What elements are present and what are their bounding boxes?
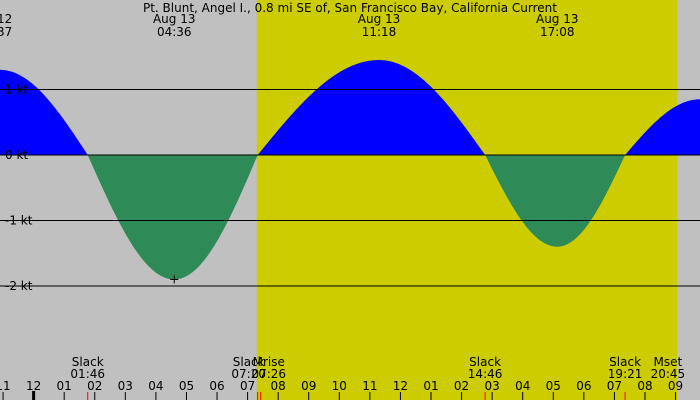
event-labels: Slack01:46Slack07:20Mrise07:26Slack14:46… [70,355,685,381]
event-time-3: 14:46 [468,367,503,381]
hour-tick-label: 05 [546,379,561,393]
hour-tick-label: 06 [576,379,591,393]
y-tick-label: -1 kt [5,214,33,228]
hour-tick-label: 04 [515,379,530,393]
y-tick-labels: 1 kt 0 kt -1 kt -2 kt [5,83,33,294]
hour-tick-label: 11 [0,379,11,393]
event-time-4: 19:21 [608,367,643,381]
extreme-time-2: 17:08 [540,25,575,39]
edge-date-fragment: 12 [0,12,12,26]
hour-axis: 11 12 01 02 03 04 05 06 07 08 09 10 11 12 01 02 03 04 05 06… [0,379,683,400]
chart-title: Pt. Blunt, Angel I., 0.8 mi SE of, San F… [143,1,557,15]
event-name-5: Mset [654,355,683,369]
event-time-1: 07:20 [231,367,266,381]
extreme-time-1: 11:18 [362,25,397,39]
hour-tick-label: 08 [637,379,652,393]
event-time-5: 20:45 [651,367,686,381]
y-tick-label: -2 kt [5,279,33,293]
edge-time-fragment: 37 [0,25,12,39]
event-time-0: 01:46 [70,367,105,381]
daylight-band [256,0,678,400]
extreme-date-1: Aug 13 [358,12,401,26]
event-name-0: Slack [72,355,104,369]
extreme-date-0: Aug 13 [153,12,196,26]
hour-tick-label: 05 [179,379,194,393]
hour-tick-label: 08 [271,379,286,393]
y-tick-label: 1 kt [5,83,28,97]
midnight-tick [32,391,36,400]
ebb-current-area [0,155,700,280]
hour-tick-label: 02 [454,379,469,393]
event-name-2: Mrise [253,355,285,369]
hour-tick-label: 10 [332,379,347,393]
event-name-1: Slack [233,355,265,369]
y-tick-label: 0 kt [5,148,28,162]
hour-tick-label: 11 [362,379,377,393]
event-name-4: Slack [609,355,641,369]
event-time-2: 07:26 [251,367,286,381]
flood-current-area [0,60,700,155]
y-gridlines [0,89,700,287]
hour-tick-label: 07 [240,379,255,393]
extreme-date-2: Aug 13 [536,12,579,26]
hour-tick-label: 07 [607,379,622,393]
hour-tick-label: 09 [668,379,683,393]
extreme-time-0: 04:36 [157,25,192,39]
hour-tick-label: 09 [301,379,316,393]
hour-tick-label: 03 [484,379,499,393]
hour-tick-label: 01 [423,379,438,393]
hour-tick-label: 01 [57,379,72,393]
hour-tick-label: 12 [393,379,408,393]
event-name-3: Slack [469,355,501,369]
hour-tick-label: 06 [209,379,224,393]
hour-tick-label: 02 [87,379,102,393]
hour-tick-label: 03 [118,379,133,393]
hour-tick-label: 12 [26,379,41,393]
max-ebb-marker [170,275,179,284]
hour-tick-label: 04 [148,379,163,393]
